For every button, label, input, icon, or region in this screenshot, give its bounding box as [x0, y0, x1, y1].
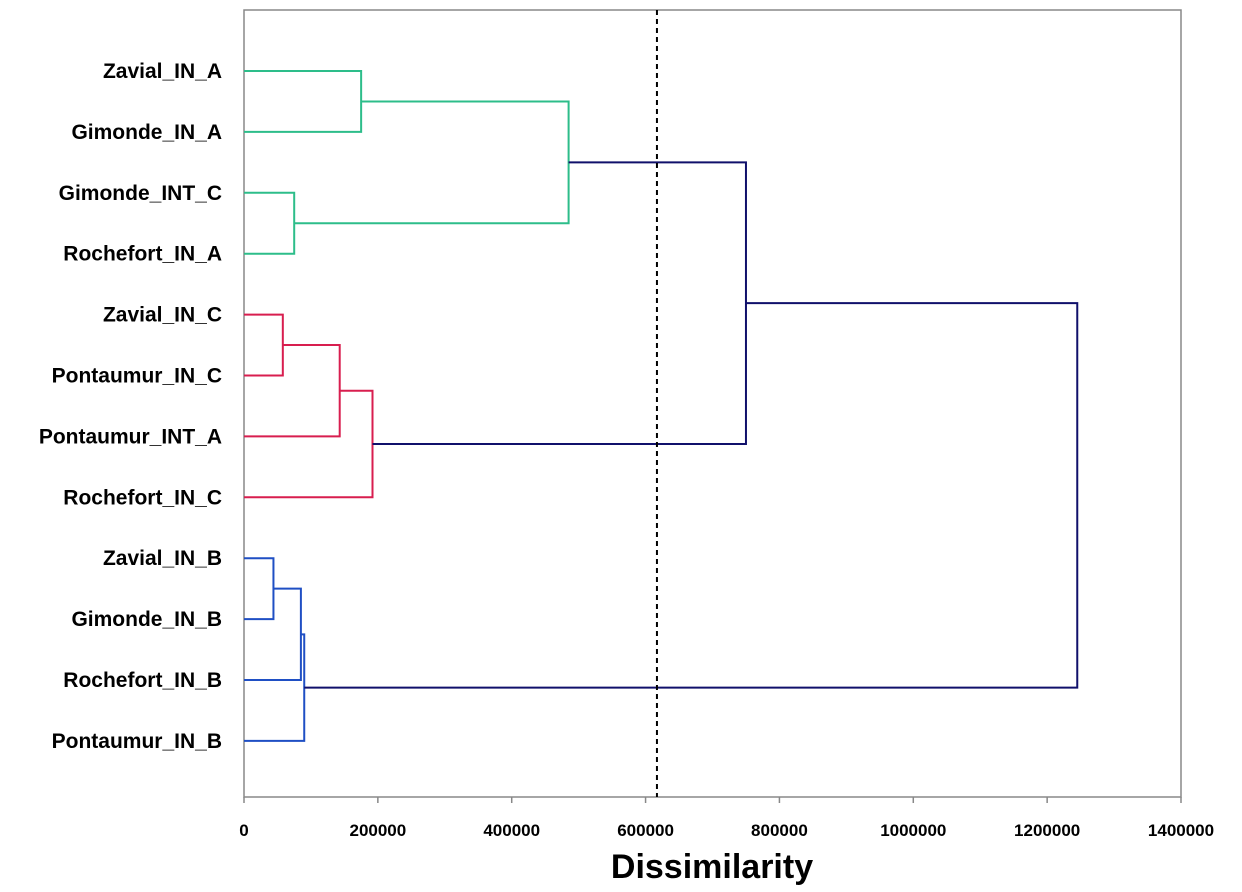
link-m3 [294, 100, 570, 225]
link-m9 [244, 633, 306, 742]
x-tick-label: 0 [239, 821, 248, 840]
x-tick-label: 400000 [483, 821, 540, 840]
link-m2 [244, 191, 296, 255]
leaf-label: Zavial_IN_C [103, 304, 222, 327]
leaf-label: Zavial_IN_A [103, 60, 222, 83]
link-m10 [372, 161, 747, 446]
leaf-label: Pontaumur_INT_A [39, 425, 222, 448]
x-axis-ticks: 0 200000 400000 600000 800000 1000000 1200000 1… [239, 797, 1214, 840]
leaf-label: Pontaumur_IN_C [52, 365, 222, 388]
x-tick-label: 1000000 [880, 821, 946, 840]
link-m4 [244, 313, 284, 377]
leaf-label: Rochefort_IN_B [63, 669, 222, 692]
leaf-label: Rochefort_IN_A [63, 243, 222, 266]
x-axis-title: Dissimilarity [611, 848, 813, 886]
link-m5 [244, 344, 341, 438]
link-m6 [244, 389, 374, 499]
x-tick-label: 1200000 [1014, 821, 1080, 840]
leaf-label: Gimonde_IN_B [71, 608, 222, 631]
leaf-labels: Zavial_IN_A Gimonde_IN_A Gimonde_INT_C Roch… [39, 60, 222, 753]
dendrogram-links [244, 70, 1079, 742]
plot-frame [243, 9, 1182, 798]
leaf-label: Gimonde_IN_A [71, 121, 222, 144]
leaf-label: Zavial_IN_B [103, 547, 222, 570]
link-m7 [244, 557, 275, 621]
x-tick-label: 1400000 [1148, 821, 1214, 840]
leaf-label: Pontaumur_IN_B [52, 730, 222, 753]
link-m8 [244, 587, 302, 681]
x-tick-label: 200000 [349, 821, 406, 840]
x-tick-label: 600000 [617, 821, 674, 840]
x-tick-label: 800000 [751, 821, 808, 840]
leaf-label: Gimonde_INT_C [59, 182, 222, 205]
link-m11 [304, 302, 1079, 689]
leaf-label: Rochefort_IN_C [63, 486, 222, 509]
link-m1 [244, 70, 363, 133]
